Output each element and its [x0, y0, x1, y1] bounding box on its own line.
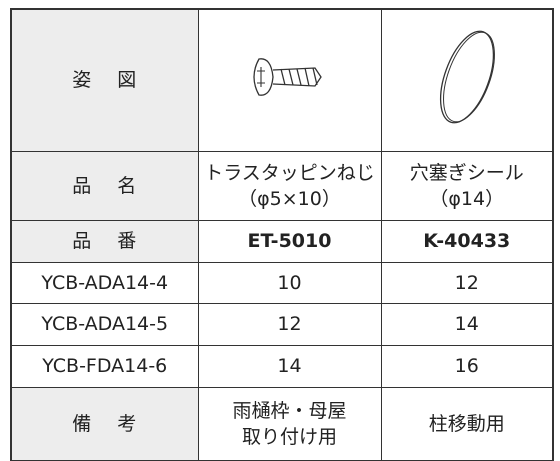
- cell: 12: [197, 302, 382, 346]
- row: YCB-FDA14-6 14 16: [10, 344, 554, 388]
- cell: 16: [380, 344, 554, 388]
- cell: 14: [197, 344, 382, 388]
- figure-row: 姿 図: [10, 8, 554, 152]
- cell: 雨樋枠・母屋 取り付け用: [197, 386, 382, 461]
- cell: ET-5010: [197, 219, 382, 263]
- screw-icon: [252, 57, 322, 96]
- line: （φ14）: [429, 187, 505, 210]
- line: 穴塞ぎシール: [409, 161, 524, 184]
- cell: 14: [380, 302, 554, 346]
- figure-cell: [380, 8, 554, 152]
- seal-icon: [439, 30, 495, 124]
- line: 雨樋枠・母屋: [232, 399, 347, 422]
- cell: 12: [380, 261, 554, 304]
- line: （φ5×10）: [238, 187, 341, 210]
- cell: トラスタッピンねじ （φ5×10）: [197, 150, 382, 221]
- row: YCB-ADA14-4 10 12: [10, 261, 554, 304]
- cell: 10: [197, 261, 382, 304]
- row: YCB-ADA14-5 12 14: [10, 302, 554, 346]
- line: 取り付け用: [241, 425, 337, 448]
- row-label: YCB-FDA14-6: [10, 344, 199, 388]
- cell: K-40433: [380, 219, 554, 263]
- row: 品 名 トラスタッピンねじ （φ5×10） 穴塞ぎシール （φ14）: [10, 150, 554, 221]
- cell: 柱移動用: [380, 386, 554, 461]
- spec-table: 姿 図 品 名 トラスタッピンねじ （φ5×10） 穴塞ぎシール （φ14） 品 番: [10, 8, 554, 461]
- row-label: 姿 図: [10, 8, 199, 152]
- line: トラスタッピンねじ: [204, 161, 375, 184]
- row: 備 考 雨樋枠・母屋 取り付け用 柱移動用: [10, 386, 554, 461]
- row-label: 品 名: [10, 150, 199, 221]
- figure-cell: [197, 8, 382, 152]
- row-label: YCB-ADA14-5: [10, 302, 199, 346]
- row-label: 備 考: [10, 386, 199, 461]
- row: 品 番 ET-5010 K-40433: [10, 219, 554, 263]
- row-label: YCB-ADA14-4: [10, 261, 199, 304]
- row-label: 品 番: [10, 219, 199, 263]
- cell: 穴塞ぎシール （φ14）: [380, 150, 554, 221]
